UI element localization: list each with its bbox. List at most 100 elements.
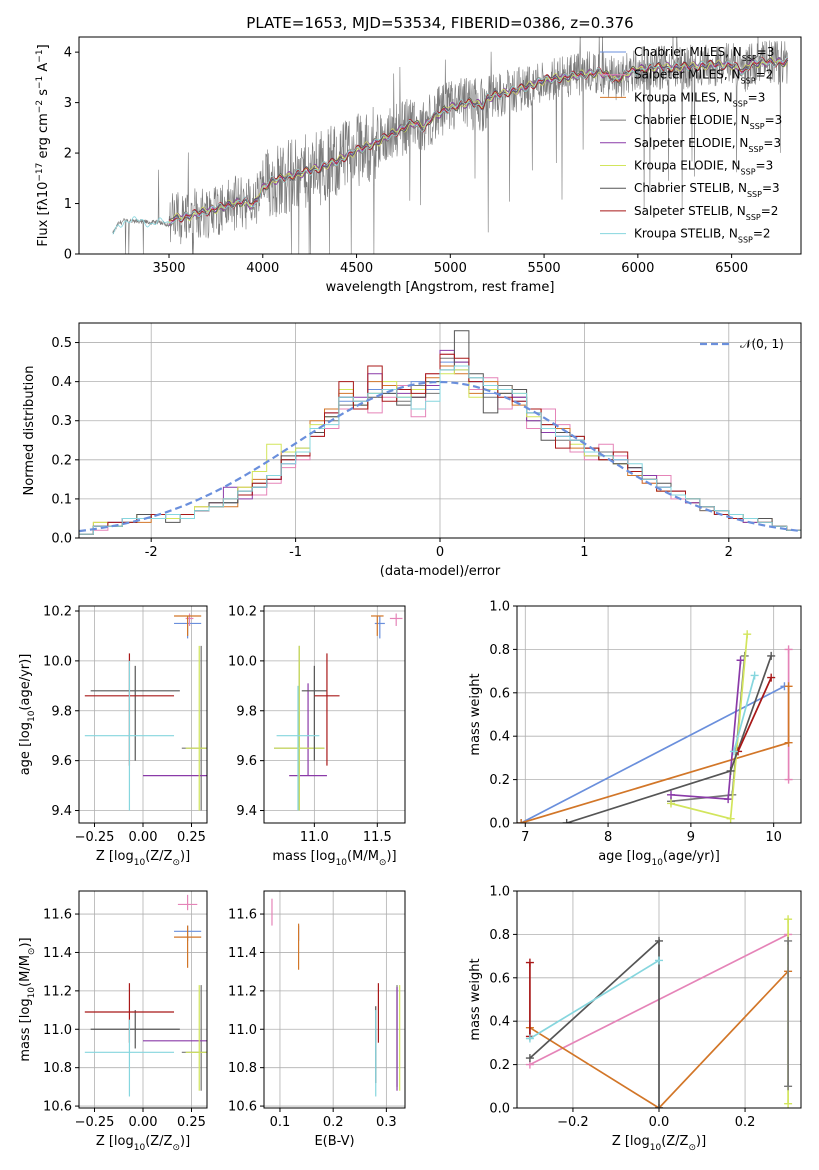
x-tick-label: −0.25 bbox=[75, 830, 115, 845]
legend-label: Chabrier ELODIE, NSSP=3 bbox=[634, 113, 782, 131]
weight-marker bbox=[750, 671, 759, 680]
weight-marker bbox=[525, 958, 534, 967]
x-axis-label: (data-model)/error bbox=[380, 564, 501, 579]
x-tick-label: 0.0 bbox=[649, 1115, 670, 1130]
x-tick-label: 0.3 bbox=[376, 1115, 397, 1130]
plot-frame bbox=[78, 890, 208, 1109]
x-axis-label: E(B-V) bbox=[314, 1134, 354, 1149]
legend-label: Kroupa ELODIE, NSSP=3 bbox=[634, 159, 773, 177]
y-tick-label: 2 bbox=[64, 147, 72, 162]
legend-label: Kroupa MILES, NSSP=3 bbox=[634, 90, 765, 108]
weight-line-4 bbox=[529, 959, 660, 1040]
y-tick-label: 11.4 bbox=[228, 946, 257, 961]
x-tick-label: 9 bbox=[687, 830, 695, 845]
y-tick-label: 9.6 bbox=[51, 754, 72, 769]
legend-label: Salpeter MILES, NSSP=2 bbox=[634, 68, 773, 86]
x-tick-label: 0.2 bbox=[735, 1115, 756, 1130]
weight-line-6 bbox=[566, 655, 773, 823]
weight-line-0 bbox=[520, 685, 785, 823]
y-tick-label: 0.2 bbox=[489, 1058, 510, 1073]
x-tick-label: 2 bbox=[725, 545, 733, 560]
y-axis-label: Flux [fλ10−17 erg cm−2 s−1 A−1] bbox=[35, 44, 51, 246]
y-tick-label: 0.4 bbox=[51, 375, 72, 390]
weight-marker bbox=[784, 775, 793, 784]
plot-frame bbox=[263, 890, 406, 1109]
y-tick-label: 10.0 bbox=[228, 654, 257, 669]
weight-marker bbox=[767, 673, 776, 682]
y-tick-label: 9.4 bbox=[236, 804, 257, 819]
y-tick-label: 9.6 bbox=[236, 754, 257, 769]
weight-marker bbox=[655, 1104, 663, 1108]
y-tick-label: 10.8 bbox=[228, 1061, 257, 1076]
x-tick-label: 0.00 bbox=[129, 1115, 158, 1130]
plot-frame bbox=[78, 322, 802, 539]
y-axis-label: mass [log10(M/M⊙)] bbox=[18, 937, 37, 1061]
weight-vs-metallicity-panel: −0.2 0.0 0.2 0.0 0.2 0.4 0.6 0.8 1.0 Z [log10(Z/Z… bbox=[468, 885, 802, 1153]
x-axis-label: mass [log10(M/M⊙)] bbox=[272, 849, 396, 868]
legend-label: 𝒩(0, 1) bbox=[740, 337, 784, 351]
x-tick-label: −0.2 bbox=[557, 1115, 589, 1130]
y-tick-label: 0.0 bbox=[489, 817, 510, 832]
plot-frame bbox=[78, 36, 802, 255]
weight-marker bbox=[729, 747, 738, 756]
y-tick-label: 0.6 bbox=[489, 971, 510, 986]
y-tick-label: 10.8 bbox=[43, 1061, 72, 1076]
y-tick-label: 10.6 bbox=[228, 1100, 257, 1115]
y-tick-label: 0.3 bbox=[51, 414, 72, 429]
weight-marker bbox=[743, 630, 752, 639]
y-axis-label: mass weight bbox=[468, 673, 483, 755]
y-tick-label: 9.8 bbox=[51, 704, 72, 719]
weight-marker bbox=[784, 645, 793, 654]
y-tick-label: 0.0 bbox=[51, 532, 72, 547]
x-axis-label: Z [log10(Z/Z⊙)] bbox=[96, 849, 190, 868]
x-tick-label: 0.2 bbox=[323, 1115, 344, 1130]
y-tick-label: 11.0 bbox=[228, 1023, 257, 1038]
weight-marker bbox=[655, 936, 663, 945]
y-tick-label: 0 bbox=[64, 248, 72, 263]
weight-line-8 bbox=[733, 675, 756, 752]
legend-label: Chabrier STELIB, NSSP=3 bbox=[634, 181, 780, 199]
x-tick-label: 7 bbox=[521, 830, 529, 845]
weight-marker bbox=[784, 738, 793, 747]
y-tick-label: 0.4 bbox=[489, 730, 510, 745]
x-tick-label: 11.5 bbox=[363, 830, 392, 845]
y-axis-label: age [log10(age/yr)] bbox=[18, 654, 37, 776]
weight-marker bbox=[525, 1054, 534, 1063]
weight-marker bbox=[525, 1034, 534, 1043]
model-fit-5 bbox=[168, 56, 789, 223]
weight-vs-age-panel: 7 8 9 10 0.0 0.2 0.4 0.6 0.8 1.0 age [log10(age/yr… bbox=[468, 600, 802, 868]
model-fit-7 bbox=[168, 57, 789, 223]
y-tick-label: 10.0 bbox=[43, 654, 72, 669]
y-tick-label: 1 bbox=[64, 197, 72, 212]
y-tick-label: 11.2 bbox=[43, 984, 72, 999]
x-tick-label: 0.25 bbox=[177, 1115, 206, 1130]
y-tick-label: 0.1 bbox=[51, 492, 72, 507]
y-tick-label: 11.0 bbox=[43, 1023, 72, 1038]
x-tick-label: 3500 bbox=[152, 261, 185, 276]
y-tick-label: 11.6 bbox=[43, 908, 72, 923]
weight-marker bbox=[667, 799, 676, 808]
plot-frame bbox=[78, 605, 208, 824]
y-tick-label: 11.6 bbox=[228, 908, 257, 923]
y-tick-label: 0.6 bbox=[489, 686, 510, 701]
model-fit-8 bbox=[112, 57, 789, 235]
x-tick-label: 6000 bbox=[621, 261, 654, 276]
plot-frame bbox=[263, 605, 406, 824]
mass-vs-metallicity-panel: −0.25 0.00 0.25 10.6 10.8 11.0 11.2 11.4 11.6 Z [… bbox=[18, 890, 208, 1153]
weight-line-5 bbox=[670, 634, 749, 820]
weight-line-1 bbox=[529, 970, 789, 1108]
weight-marker bbox=[517, 819, 526, 823]
x-tick-label: 5000 bbox=[434, 261, 467, 276]
weight-marker bbox=[784, 915, 793, 924]
y-tick-label: 0.5 bbox=[51, 336, 72, 351]
weight-marker bbox=[767, 651, 776, 660]
y-tick-label: 4 bbox=[64, 46, 72, 61]
plot-area bbox=[84, 613, 207, 811]
weight-marker bbox=[784, 936, 793, 945]
x-axis-label: Z [log10(Z/Z⊙)] bbox=[612, 1134, 706, 1153]
legend-label: Salpeter ELODIE, NSSP=3 bbox=[634, 136, 781, 154]
y-tick-label: 0.4 bbox=[489, 1015, 510, 1030]
x-tick-label: 0.25 bbox=[177, 830, 206, 845]
residuals-panel: -2 -1 0 1 2 0.0 0.1 0.2 0.3 0.4 0.5 (data-model)/er… bbox=[22, 322, 802, 579]
